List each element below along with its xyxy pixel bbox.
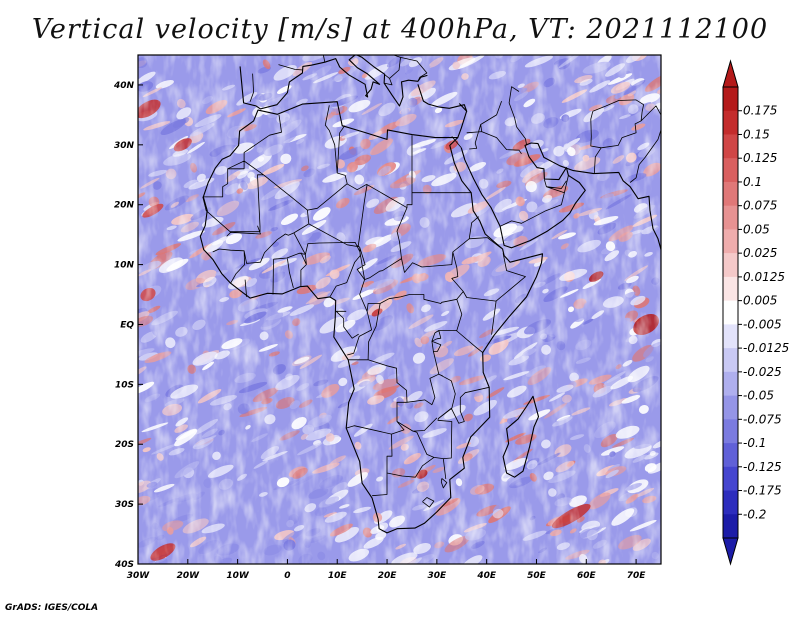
lat-tick-label: 10N (114, 261, 135, 271)
lon-tick-label: 50E (527, 571, 547, 581)
colorbar-min-arrow (722, 537, 739, 566)
colorbar-swatch (723, 419, 738, 444)
colorbar-swatch (723, 466, 738, 491)
colorbar-level-label: 0.125 (743, 151, 777, 165)
colorbar-level-label: 0.175 (743, 104, 777, 118)
colorbar-swatch (723, 371, 738, 396)
colorbar-level-label: -0.1 (743, 436, 766, 450)
colorbar-level-label: -0.2 (743, 507, 766, 521)
lat-tick-label: 40S (114, 560, 134, 570)
colorbar-swatch (723, 276, 738, 301)
colorbar-swatch (723, 229, 738, 254)
colorbar-level-label: -0.025 (743, 365, 782, 379)
colorbar-swatch (723, 181, 738, 206)
lon-tick-label: 20E (378, 571, 398, 581)
colorbar-level-label: 0.1 (743, 175, 762, 189)
lat-tick-label: 30N (114, 141, 135, 151)
lat-tick-label: EQ (120, 320, 134, 330)
longitude-axis: 30W 20W 10W 0 10E 20E 30E 40E 50E 60E 70E (127, 559, 647, 581)
velocity-field (138, 55, 661, 564)
lon-tick-label: 30W (127, 571, 151, 581)
colorbar: 0.175 0.15 0.125 0.1 0.075 0.05 0.025 0.0125 0.0… (722, 59, 789, 566)
lat-tick-label: 20S (115, 440, 134, 450)
colorbar-swatch (723, 87, 738, 112)
colorbar-level-label: -0.075 (743, 412, 782, 426)
colorbar-swatch (723, 110, 738, 135)
country-borders (199, 55, 661, 534)
arabia-coastline (460, 142, 661, 250)
lon-tick-label: 0 (284, 571, 290, 581)
lon-tick-label: 20W (177, 571, 201, 581)
colorbar-swatch (723, 300, 738, 325)
colorbar-swatch (723, 443, 738, 468)
europe-coastline (239, 55, 468, 138)
colorbar-swatch (723, 134, 738, 159)
colorbar-swatch (723, 253, 738, 278)
colorbar-level-label: -0.05 (743, 389, 774, 403)
colorbar-max-arrow (722, 59, 739, 88)
colorbar-level-label: -0.005 (743, 317, 782, 331)
africa-coastline (199, 101, 544, 534)
colorbar-level-label: 0.15 (743, 127, 770, 141)
colorbar-level-label: -0.175 (743, 484, 782, 498)
lon-tick-label: 60E (577, 571, 597, 581)
colorbar-swatch (723, 324, 738, 349)
madagascar-coastline (502, 395, 540, 478)
lon-tick-label: 40E (476, 571, 497, 581)
colorbar-level-label: 0.0125 (743, 270, 785, 284)
colorbar-swatch (723, 395, 738, 420)
colorbar-swatch (723, 348, 738, 373)
map-title: Vertical velocity [m/s] at 400hPa, VT: 2… (31, 14, 769, 45)
lon-tick-label: 30E (428, 571, 448, 581)
lon-tick-label: 10E (328, 571, 348, 581)
political-borders (202, 55, 661, 508)
colorbar-level-label: 0.075 (743, 199, 777, 213)
colorbar-level-label: 0.005 (743, 294, 777, 308)
colorbar-level-label: 0.05 (743, 222, 770, 236)
colorbar-swatch (723, 205, 738, 230)
colorbar-swatch (723, 514, 738, 539)
lat-tick-label: 20N (114, 201, 135, 211)
colorbar-level-label: 0.025 (743, 246, 777, 260)
colorbar-level-label: -0.0125 (743, 341, 789, 355)
colorbar-level-label: -0.125 (743, 460, 782, 474)
lon-tick-label: 70E (627, 571, 647, 581)
map-frame (137, 54, 662, 565)
lat-tick-label: 10S (115, 380, 134, 390)
latitude-axis: 40N 30N 20N 10N EQ 10S 20S 30S 40S (113, 81, 143, 570)
lon-tick-label: 10W (226, 571, 250, 581)
colorbar-swatch (723, 490, 738, 515)
lat-tick-label: 30S (115, 500, 134, 510)
grads-credit: GrADS: IGES/COLA (5, 603, 99, 613)
colorbar-swatch (723, 158, 738, 183)
lat-tick-label: 40N (113, 81, 135, 91)
